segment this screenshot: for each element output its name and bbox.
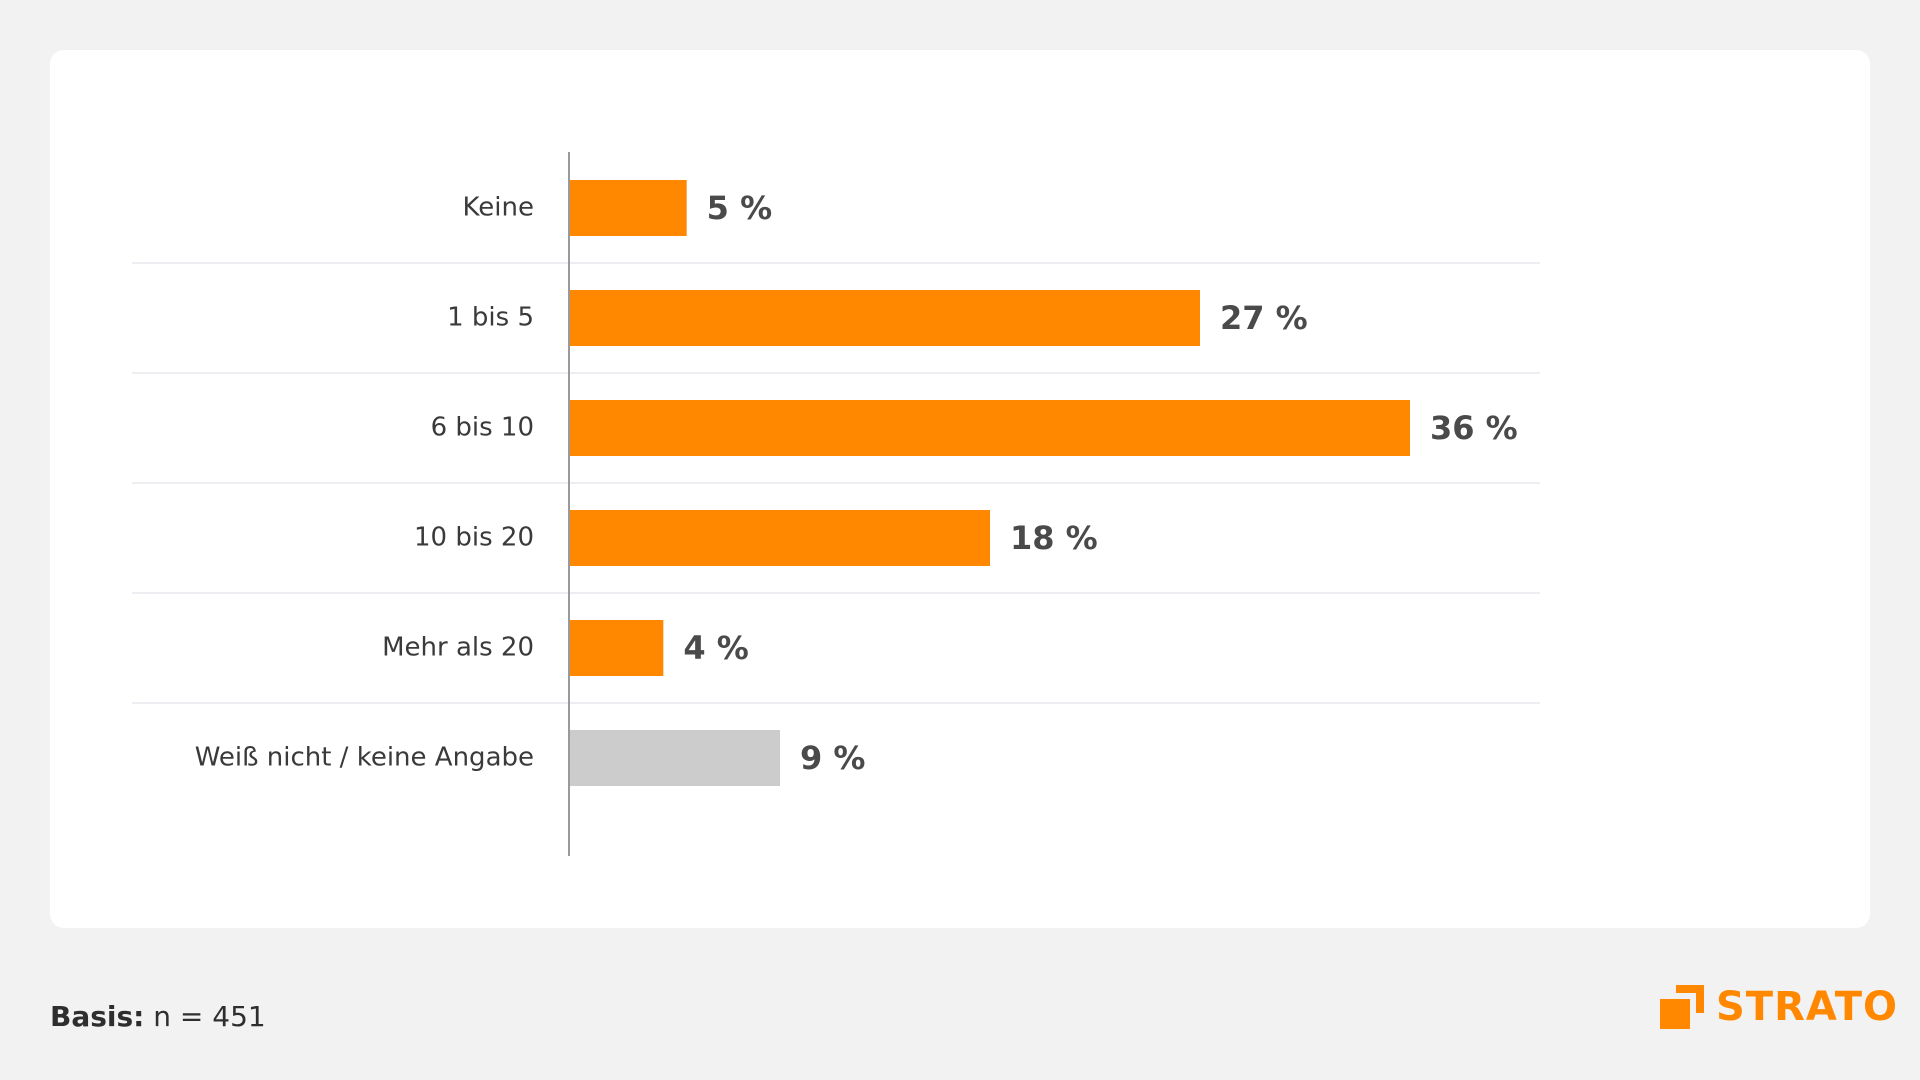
- category-label: Keine: [463, 193, 534, 223]
- value-label: 18 %: [1010, 519, 1098, 557]
- category-label: 1 bis 5: [447, 303, 534, 333]
- basis-label: Basis:: [50, 1000, 145, 1033]
- bar: [570, 510, 990, 566]
- category-label: 10 bis 20: [414, 523, 534, 553]
- bar: [570, 180, 687, 236]
- category-label: 6 bis 10: [431, 413, 534, 443]
- bar: [570, 730, 780, 786]
- bar: [570, 290, 1200, 346]
- strato-logo-icon: [1660, 985, 1704, 1029]
- logo-text: STRATO: [1716, 984, 1899, 1030]
- value-label: 4 %: [683, 629, 748, 667]
- bar: [570, 400, 1410, 456]
- value-label: 5 %: [707, 189, 772, 227]
- bar-chart: Keine 5 % 1 bis 5 27 % 6 bis 10 36 % 10 bis 20…: [132, 152, 1540, 856]
- bar: [570, 620, 664, 676]
- strato-logo: STRATO: [1660, 982, 1898, 1032]
- value-label: 27 %: [1220, 299, 1308, 337]
- basis-note: Basis: n = 451: [50, 1000, 266, 1033]
- basis-value: n = 451: [153, 1000, 266, 1033]
- category-label: Weiß nicht / keine Angabe: [195, 743, 534, 773]
- value-label: 36 %: [1430, 409, 1518, 447]
- value-label: 9 %: [800, 739, 865, 777]
- category-label: Mehr als 20: [382, 633, 534, 663]
- chart-card: Keine 5 % 1 bis 5 27 % 6 bis 10 36 % 10 bis 20…: [50, 50, 1870, 928]
